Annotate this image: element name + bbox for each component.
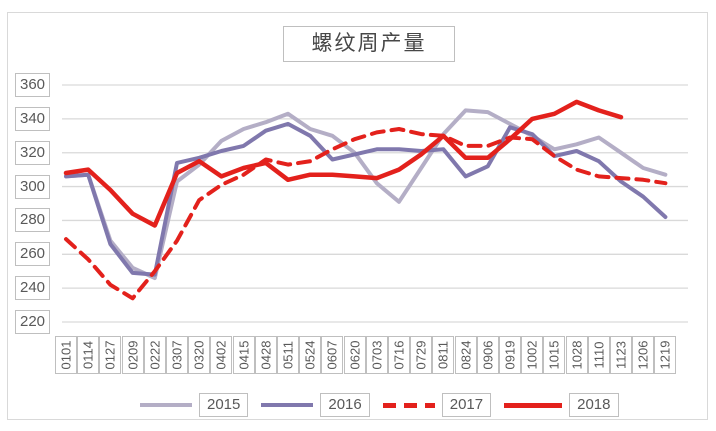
- legend: 2015 2016 2017 2018: [140, 392, 619, 418]
- series-line-2015: [64, 108, 668, 280]
- x-axis-label-text: 0307: [169, 340, 185, 370]
- x-axis-label-text: 0428: [258, 340, 274, 370]
- x-axis-label-text: 0320: [191, 340, 207, 370]
- y-axis-label: 300: [15, 174, 50, 199]
- x-axis-label-text: 0101: [58, 340, 74, 370]
- x-axis-label: 0101: [55, 336, 77, 374]
- x-axis-label-text: 1110: [591, 341, 607, 369]
- x-axis-label-text: 0620: [347, 340, 363, 370]
- legend-item-2018: 2018: [504, 393, 619, 417]
- x-axis-label: 0402: [210, 336, 233, 374]
- legend-label-2017: 2017: [441, 393, 492, 417]
- x-axis-label: 0320: [188, 336, 211, 374]
- x-axis-label: 1123: [610, 336, 632, 374]
- x-axis-label-text: 0607: [324, 340, 340, 370]
- x-axis-label: 0428: [254, 336, 277, 374]
- x-axis-label: 0511: [277, 336, 299, 374]
- x-axis-label: 1015: [543, 336, 566, 374]
- x-axis-label-text: 0114: [80, 341, 96, 369]
- y-axis-label: 340: [15, 106, 50, 131]
- x-axis-label: 1206: [632, 336, 655, 374]
- legend-label-2016: 2016: [320, 393, 370, 417]
- x-axis-label: 0919: [499, 336, 521, 374]
- x-axis-label: 0607: [321, 336, 344, 374]
- x-axis-label-text: 0524: [302, 340, 318, 370]
- x-axis-label: 0824: [454, 336, 477, 374]
- legend-item-2017: 2017: [382, 393, 492, 417]
- chart-border: [7, 12, 708, 420]
- x-axis-label-text: 0716: [391, 340, 407, 370]
- x-axis-label: 1110: [587, 336, 610, 374]
- x-axis-label: 1002: [521, 336, 544, 374]
- legend-label-2018: 2018: [569, 393, 619, 417]
- y-axis-label: 360: [15, 73, 50, 97]
- x-axis-label: 0716: [388, 336, 410, 374]
- x-axis-label: 1219: [654, 336, 677, 374]
- series-line-2018: [63, 99, 624, 228]
- x-axis-label-text: 0824: [458, 340, 474, 370]
- x-axis-label-text: 0906: [480, 340, 496, 370]
- x-axis-label-text: 1015: [546, 340, 562, 370]
- x-axis-label-text: 0222: [147, 340, 163, 370]
- x-axis-label: 0114: [77, 336, 100, 374]
- x-axis-label: 0703: [365, 336, 388, 374]
- y-axis-label: 220: [15, 310, 50, 334]
- y-axis-label: 240: [15, 276, 50, 301]
- x-axis-label: 0524: [299, 336, 322, 374]
- x-axis-label-text: 1219: [657, 340, 673, 370]
- x-axis-label-text: 1206: [635, 340, 651, 370]
- x-axis-label: 1028: [565, 336, 588, 374]
- chart-title: 螺纹周产量: [283, 26, 455, 62]
- x-axis-label-text: 0127: [102, 340, 118, 370]
- legend-swatch-2015: [140, 403, 192, 407]
- series-line-2016: [64, 121, 668, 277]
- y-axis-label: 280: [15, 208, 50, 233]
- x-axis-label-text: 0919: [502, 340, 518, 370]
- x-axis-label-text: 1123: [613, 341, 629, 369]
- x-axis-label-text: 0703: [369, 340, 385, 370]
- legend-item-2016: 2016: [261, 393, 370, 417]
- legend-swatch-2016: [261, 403, 314, 407]
- x-axis-label: 0127: [99, 336, 122, 374]
- x-axis-label-text: 0511: [280, 341, 296, 369]
- x-axis-label-text: 0209: [125, 340, 141, 370]
- x-axis-label-text: 1028: [569, 340, 585, 370]
- x-axis-label: 0307: [166, 336, 188, 374]
- y-axis-label: 260: [15, 242, 50, 267]
- x-axis-label: 0415: [232, 336, 255, 374]
- x-axis-label-text: 1002: [524, 340, 540, 370]
- y-axis-label: 320: [15, 140, 50, 165]
- x-axis-label-text: 0415: [236, 340, 252, 370]
- x-axis-label: 0729: [410, 336, 433, 374]
- x-axis-label-text: 0402: [213, 340, 229, 370]
- legend-swatch-2017: [382, 402, 435, 408]
- legend-label-2015: 2015: [199, 393, 249, 417]
- x-axis-label: 0811: [432, 336, 455, 374]
- x-axis-label: 0906: [476, 336, 499, 374]
- x-axis-label: 0222: [143, 336, 166, 374]
- series-line-2017: [64, 127, 668, 301]
- legend-item-2015: 2015: [140, 393, 249, 417]
- x-axis-label-text: 0729: [413, 340, 429, 370]
- x-axis-label-text: 0811: [435, 341, 451, 369]
- legend-swatch-2018: [504, 402, 563, 408]
- x-axis-label: 0209: [121, 336, 144, 374]
- x-axis-label: 0620: [343, 336, 366, 374]
